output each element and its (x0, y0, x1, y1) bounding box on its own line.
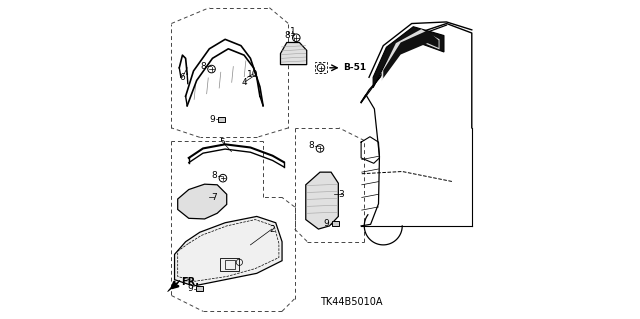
Text: 2: 2 (269, 225, 275, 234)
Bar (332, 221, 339, 226)
Text: 8: 8 (200, 62, 206, 71)
Text: TK44B5010A: TK44B5010A (321, 297, 383, 308)
Polygon shape (383, 31, 438, 78)
Text: FR.: FR. (181, 277, 199, 287)
Bar (220, 257, 239, 271)
Bar (196, 286, 203, 291)
Text: 5: 5 (220, 137, 225, 147)
Text: 10: 10 (247, 70, 259, 78)
Text: 7: 7 (211, 193, 217, 202)
Polygon shape (373, 27, 444, 88)
Polygon shape (306, 172, 339, 229)
Text: B-51: B-51 (343, 63, 366, 72)
Text: 8: 8 (308, 141, 314, 150)
Text: 8: 8 (211, 171, 217, 180)
Bar (225, 260, 235, 269)
Text: 4: 4 (242, 78, 248, 86)
Polygon shape (168, 280, 180, 292)
Bar (218, 117, 225, 122)
Text: 9: 9 (209, 115, 215, 124)
Polygon shape (280, 42, 307, 65)
Text: 8: 8 (284, 31, 290, 40)
Text: 9: 9 (323, 219, 329, 228)
Text: 9: 9 (187, 284, 193, 293)
Text: 1: 1 (290, 27, 296, 36)
Polygon shape (178, 184, 227, 219)
Polygon shape (175, 216, 282, 286)
Text: 6: 6 (180, 73, 186, 82)
Polygon shape (381, 29, 440, 81)
Text: 3: 3 (339, 190, 344, 199)
